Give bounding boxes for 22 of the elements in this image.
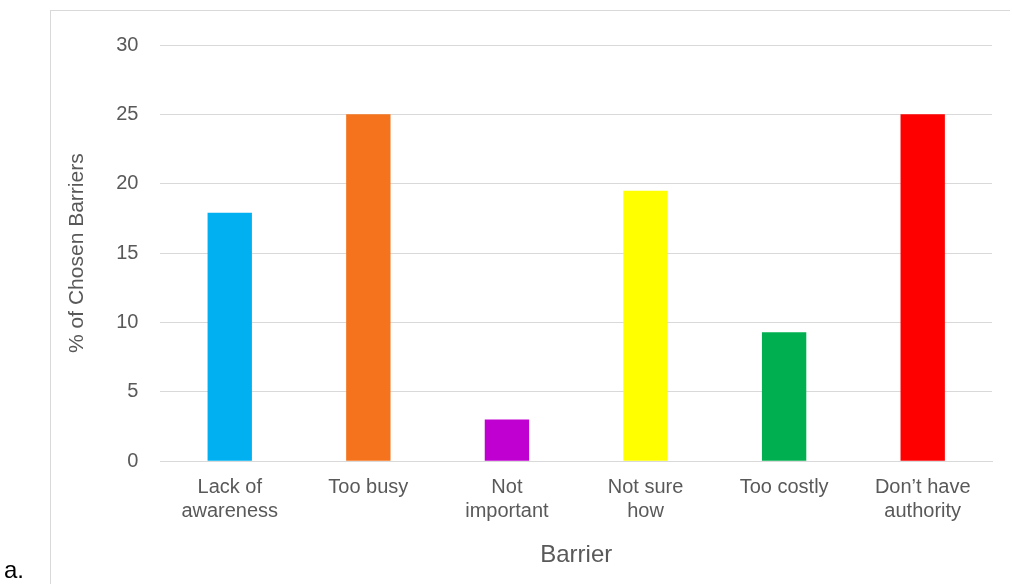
y-tick-label: 25 (116, 101, 139, 124)
y-tick-label: 20 (116, 171, 139, 194)
x-tick-label: Lack of awareness (181, 474, 279, 521)
x-tick-label: Don’t have authority (874, 474, 971, 521)
text: a. (4, 556, 25, 584)
x-tick-label: Too costly (739, 474, 829, 497)
bar (207, 212, 252, 461)
y-tick-label: 15 (116, 240, 139, 263)
y-tick-label: 5 (127, 379, 139, 402)
bar (623, 190, 668, 461)
y-axis-title: % of Chosen Barriers (64, 153, 88, 353)
y-tick-label: 10 (116, 309, 139, 332)
bar (900, 114, 945, 461)
x-axis-title: Barrier (540, 540, 613, 568)
bar (761, 332, 807, 461)
y-tick-label: 0 (127, 448, 139, 471)
bar (346, 114, 391, 461)
x-tick-label: Not important (465, 474, 550, 521)
x-tick-label: Too busy (328, 474, 409, 497)
bar (484, 419, 530, 461)
x-tick-label: Not sure how (607, 474, 684, 521)
y-tick-label: 30 (116, 32, 139, 55)
